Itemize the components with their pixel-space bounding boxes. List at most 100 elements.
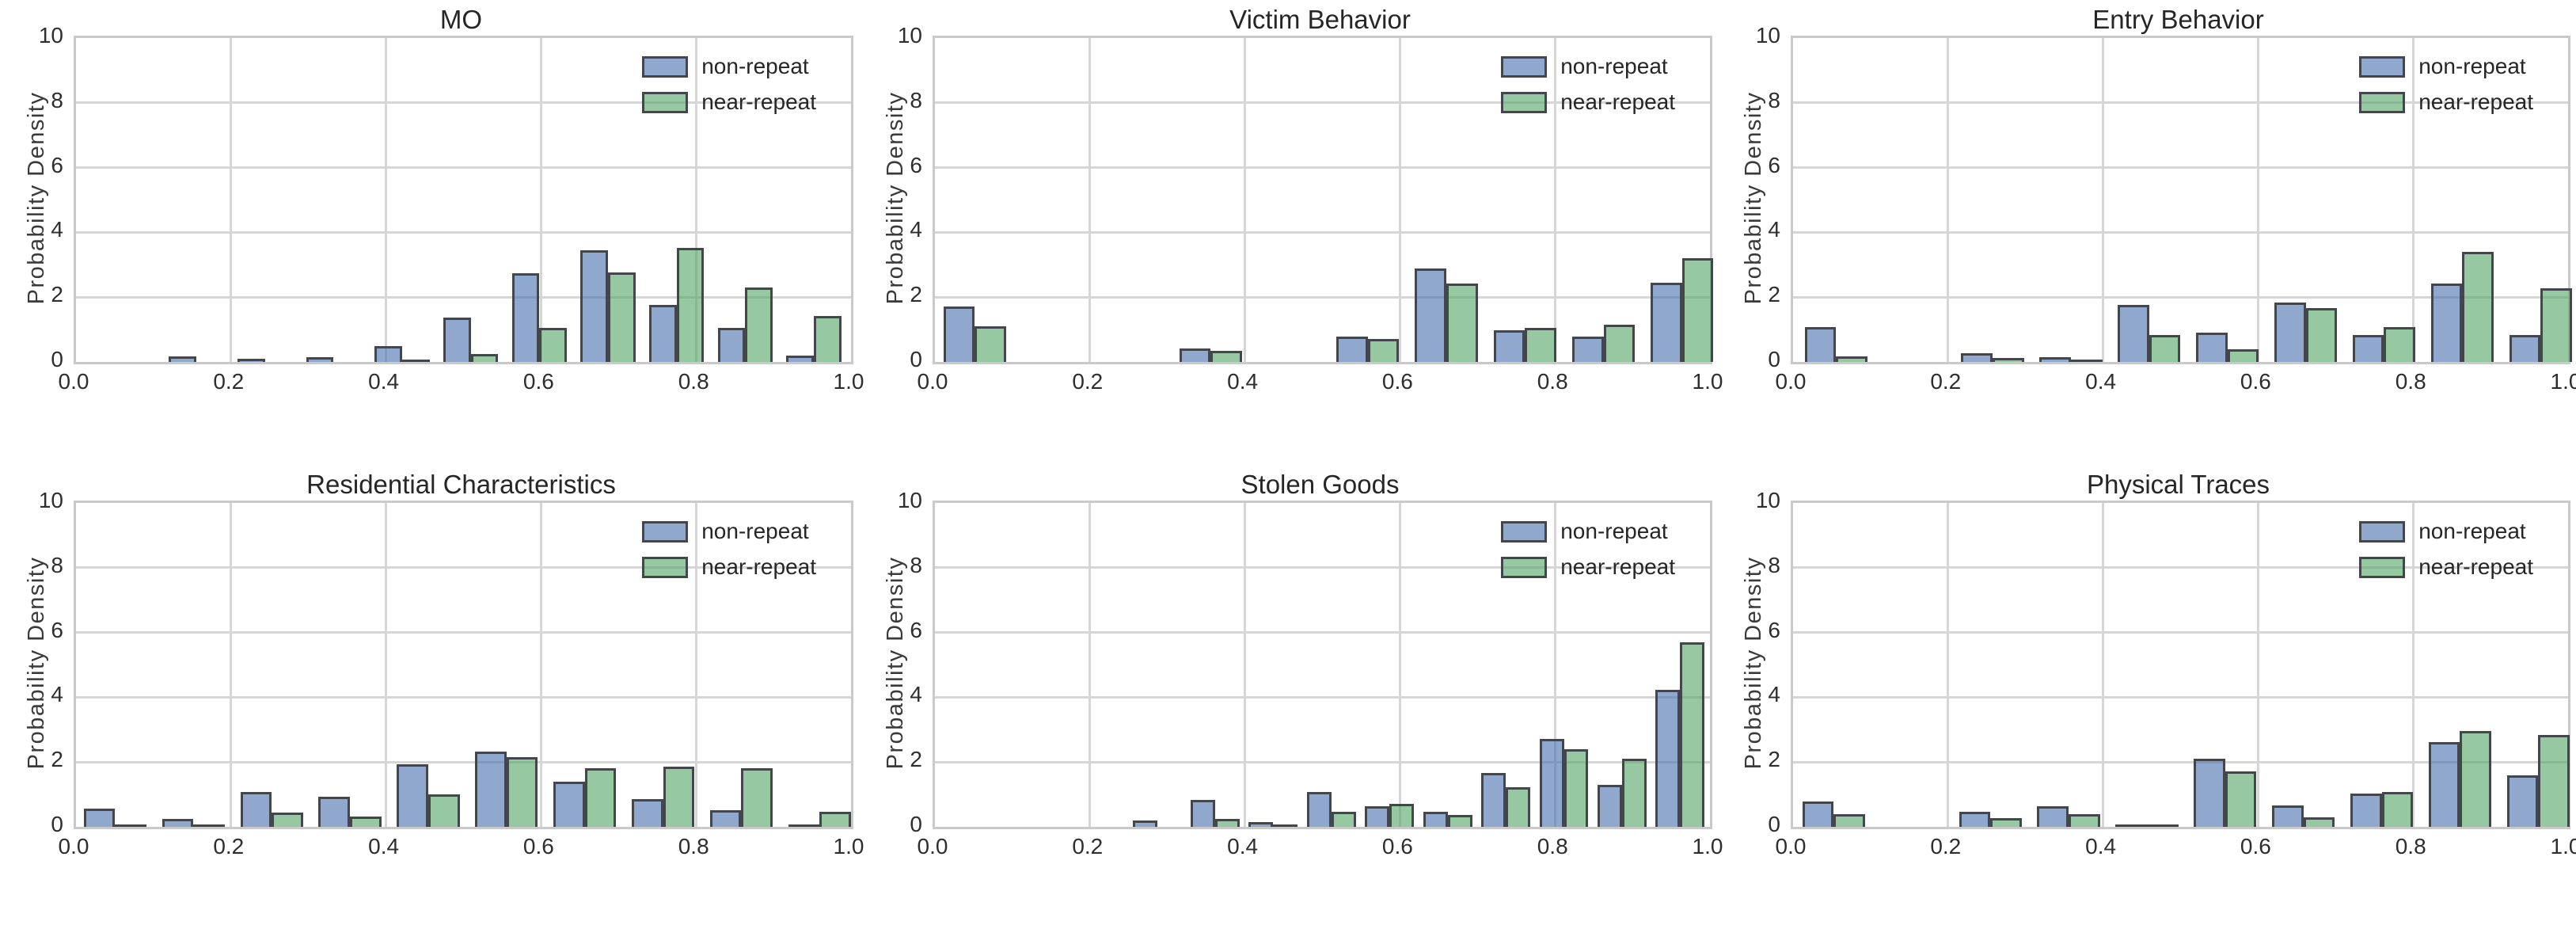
bar-near-repeat bbox=[2146, 824, 2179, 827]
legend-item: near-repeat bbox=[1501, 554, 1675, 580]
bar-non-repeat bbox=[717, 328, 746, 362]
y-tick-label: 10 bbox=[897, 23, 922, 48]
legend: non-repeat near-repeat bbox=[642, 519, 816, 590]
subplot-entry-behavior: Entry Behavior Probability Density non-r… bbox=[1717, 0, 2576, 464]
y-tick-label: 4 bbox=[51, 217, 63, 242]
x-tick-label: 0.6 bbox=[1381, 834, 1413, 859]
y-axis-label: Probability Density bbox=[1741, 556, 1766, 770]
bar-near-repeat bbox=[2305, 307, 2338, 362]
gridline-horizontal bbox=[76, 566, 851, 569]
y-tick-label: 6 bbox=[1768, 617, 1780, 642]
gridline-horizontal bbox=[1793, 631, 2568, 634]
gridline-vertical bbox=[539, 38, 542, 362]
bar-near-repeat bbox=[115, 824, 147, 827]
bar-near-repeat bbox=[1833, 814, 1866, 827]
bar-non-repeat bbox=[443, 318, 471, 362]
y-tick-label: 6 bbox=[910, 617, 922, 642]
gridline-horizontal bbox=[1793, 101, 2568, 105]
bar-non-repeat bbox=[1804, 326, 1837, 362]
bar-near-repeat bbox=[1273, 824, 1298, 827]
bar-near-repeat bbox=[676, 248, 705, 362]
gridline-horizontal bbox=[76, 760, 851, 763]
bar-non-repeat bbox=[511, 272, 540, 362]
bar-near-repeat bbox=[470, 354, 499, 362]
y-axis-label: Probability Density bbox=[24, 556, 49, 770]
bar-non-repeat bbox=[2272, 805, 2304, 827]
legend-label: non-repeat bbox=[2418, 54, 2526, 78]
y-tick-label: 6 bbox=[51, 617, 63, 642]
y-tick-label: 6 bbox=[910, 152, 922, 177]
bar-non-repeat bbox=[2509, 335, 2541, 362]
x-tick-label: 1.0 bbox=[1692, 834, 1723, 859]
y-tick-label: 0 bbox=[51, 812, 63, 836]
plot-area: non-repeat near-repeat bbox=[1791, 501, 2570, 829]
y-tick-label: 8 bbox=[1768, 552, 1780, 577]
x-tick-label: 0.6 bbox=[1381, 369, 1413, 394]
subplot-mo: MO Probability Density non-repeat near-re… bbox=[0, 0, 864, 464]
x-tick-label: 1.0 bbox=[833, 834, 864, 859]
x-tick-label: 0.6 bbox=[522, 369, 554, 394]
y-tick-label: 8 bbox=[910, 552, 922, 577]
gridline-vertical bbox=[2411, 38, 2415, 362]
x-tick-label: 0.0 bbox=[58, 834, 89, 859]
y-tick-label: 0 bbox=[910, 812, 922, 836]
gridline-horizontal bbox=[935, 230, 1710, 234]
x-tick-label: 0.0 bbox=[1775, 369, 1807, 394]
x-tick-label: 0.8 bbox=[2395, 369, 2426, 394]
y-axis-label: Probability Density bbox=[883, 556, 908, 770]
bar-near-repeat bbox=[1210, 351, 1242, 362]
subplot-victim-behavior: Victim Behavior Probability Density non-… bbox=[859, 0, 1723, 464]
gridline-vertical bbox=[1398, 503, 1401, 827]
y-axis-label: Probability Density bbox=[883, 91, 908, 305]
x-tick-label: 0.4 bbox=[1227, 369, 1259, 394]
bar-near-repeat bbox=[539, 327, 567, 362]
gridline-vertical bbox=[1089, 38, 1092, 362]
gridline-horizontal bbox=[76, 230, 851, 234]
gridline-vertical bbox=[385, 503, 388, 827]
bar-non-repeat bbox=[1481, 773, 1506, 827]
bar-near-repeat bbox=[975, 326, 1007, 362]
y-tick-label: 8 bbox=[910, 87, 922, 112]
legend-swatch-non-repeat bbox=[1501, 55, 1548, 78]
y-tick-label: 8 bbox=[51, 552, 63, 577]
bar-non-repeat bbox=[1415, 268, 1447, 362]
bar-near-repeat bbox=[2384, 326, 2416, 362]
subplot-physical-traces: Physical Traces Probability Density non-… bbox=[1717, 465, 2576, 929]
bar-non-repeat bbox=[788, 824, 820, 827]
legend-item: non-repeat bbox=[642, 54, 816, 79]
y-tick-label: 0 bbox=[910, 347, 922, 371]
gridline-vertical bbox=[230, 503, 233, 827]
x-tick-label: 0.0 bbox=[917, 834, 948, 859]
x-tick-label: 0.2 bbox=[213, 834, 245, 859]
legend-swatch-non-repeat bbox=[1501, 520, 1548, 543]
subplot-stolen-goods: Stolen Goods Probability Density non-rep… bbox=[859, 465, 1723, 929]
gridline-horizontal bbox=[1793, 295, 2568, 299]
bar-non-repeat bbox=[397, 764, 428, 827]
gridline-vertical bbox=[230, 38, 233, 362]
bar-non-repeat bbox=[1179, 348, 1211, 362]
legend-swatch-non-repeat bbox=[2359, 520, 2406, 543]
bar-near-repeat bbox=[2225, 771, 2257, 827]
bar-non-repeat bbox=[2194, 758, 2225, 827]
bar-near-repeat bbox=[1603, 324, 1636, 362]
gridline-vertical bbox=[694, 503, 697, 827]
x-tick-label: 0.6 bbox=[522, 834, 554, 859]
bar-non-repeat bbox=[1306, 791, 1332, 827]
legend-item: non-repeat bbox=[1501, 54, 1675, 79]
bar-near-repeat bbox=[1215, 818, 1240, 827]
bar-near-repeat bbox=[2070, 360, 2103, 362]
bar-non-repeat bbox=[2274, 303, 2306, 362]
bar-non-repeat bbox=[1961, 353, 1993, 362]
y-tick-label: 10 bbox=[1755, 23, 1780, 48]
legend-item: non-repeat bbox=[2359, 54, 2533, 79]
y-tick-label: 0 bbox=[51, 347, 63, 371]
bar-near-repeat bbox=[350, 817, 382, 827]
bar-non-repeat bbox=[2037, 806, 2069, 827]
gridline-horizontal bbox=[76, 695, 851, 699]
gridline-horizontal bbox=[935, 566, 1710, 569]
bar-non-repeat bbox=[374, 346, 403, 362]
bar-non-repeat bbox=[1655, 689, 1681, 827]
x-tick-label: 0.0 bbox=[58, 369, 89, 394]
panel-title: Victim Behavior bbox=[1229, 5, 1411, 34]
legend-item: near-repeat bbox=[2359, 554, 2533, 580]
